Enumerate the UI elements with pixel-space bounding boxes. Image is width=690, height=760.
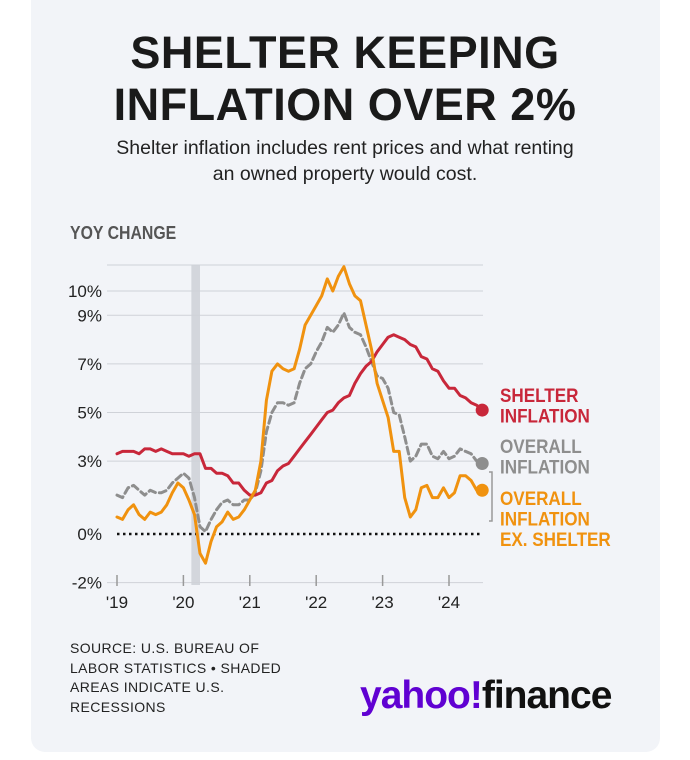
source-line-4: RECESSIONS [70,698,166,715]
chart-card [31,0,660,752]
ex-shelter-inflation-line [115,265,484,565]
logo-yahoo: yahoo! [360,674,483,717]
chart-title-line1: SHELTER KEEPING [130,27,560,78]
logo-finance: finance [481,674,613,717]
x-tick-label: '21 [239,593,261,612]
x-tick-label: '23 [372,593,394,612]
ex-shelter-series-label-line: INFLATION [500,509,590,530]
y-tick-label: -2% [72,574,102,593]
shelter-series-label-line: SHELTER [500,385,578,406]
chart-subtitle-line2: an owned property would cost. [212,163,478,185]
chart-title-line2: INFLATION OVER 2% [113,79,577,130]
source-note: SOURCE: U.S. BUREAU OF LABOR STATISTICS … [70,639,281,717]
ex-shelter-series-label-line: EX. SHELTER [500,529,611,550]
y-axis-label: YOY CHANGE [70,223,177,243]
ex-shelter-series-label-line: OVERALL [500,488,582,509]
source-line-2: LABOR STATISTICS • SHADED [70,659,282,676]
y-tick-label: 0% [77,525,102,544]
yahoo-finance-logo: yahoo!finance [360,672,613,720]
overall-inflation-line [115,311,484,534]
x-tick-label: '22 [305,593,327,612]
x-tick-label: '20 [172,593,194,612]
y-tick-label: 9% [77,306,102,325]
y-tick-label: 5% [77,404,102,423]
source-line-1: SOURCE: U.S. BUREAU OF [70,640,260,656]
overall-series-label-line: OVERALL [500,436,582,457]
chart-subtitle-line1: Shelter inflation includes rent prices a… [116,137,574,159]
y-tick-label: 7% [77,355,102,374]
label-bracket [489,471,493,522]
source-line-3: AREAS INDICATE U.S. [70,679,225,695]
x-tick-label: '24 [438,593,460,612]
y-tick-label: 10% [68,282,102,301]
overall-end-marker [475,457,489,471]
y-tick-label: 3% [77,452,102,471]
overall-series-label-line: INFLATION [500,457,590,478]
recession-band [191,265,200,585]
shelter-inflation-line [115,333,484,497]
ex-shelter-end-marker [475,483,489,497]
x-tick-label: '19 [106,593,128,612]
shelter-series-label-line: INFLATION [500,406,590,427]
shelter-end-marker [475,403,489,417]
